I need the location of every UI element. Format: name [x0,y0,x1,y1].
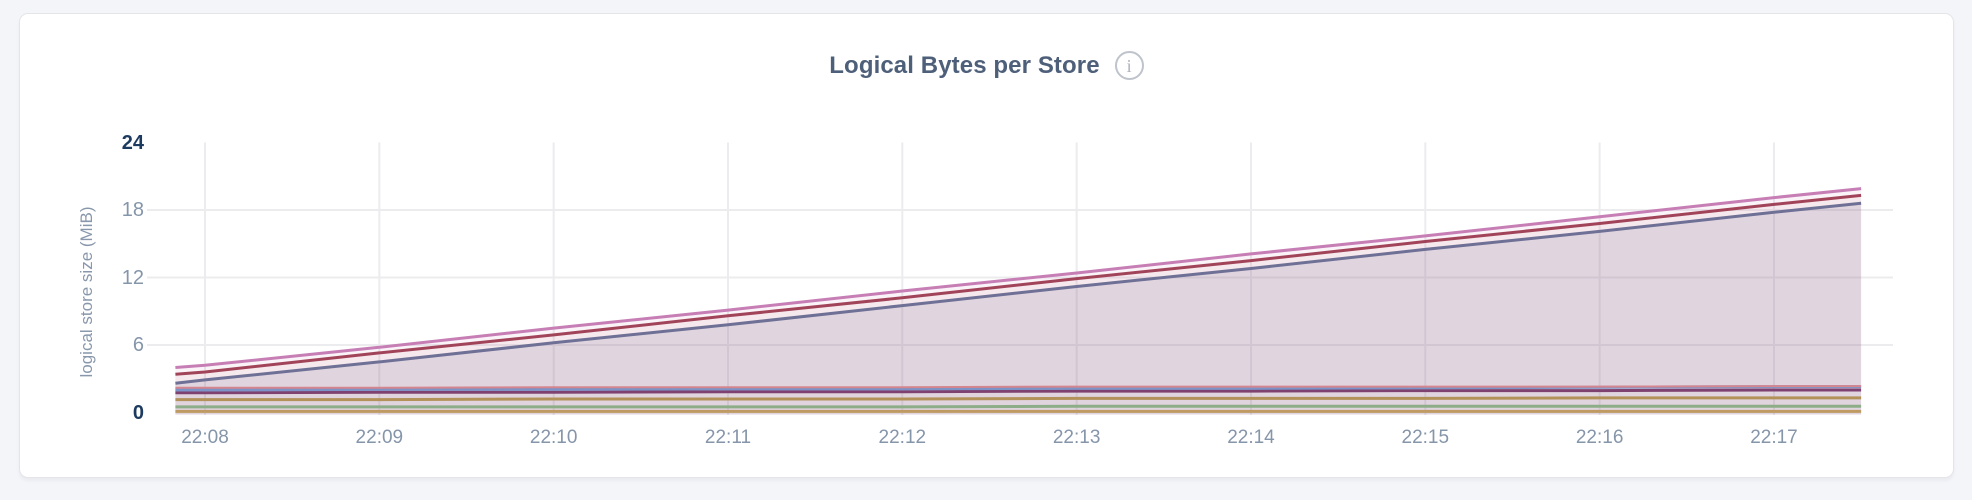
x-tick-label: 22:13 [1052,427,1101,448]
x-tick-label: 22:14 [1227,427,1275,448]
series-area-series-2 [175,195,1862,415]
x-tick-label: 22:11 [704,427,752,448]
x-tick-label: 22:10 [529,427,578,448]
x-tick-label: 22:17 [1750,427,1798,448]
info-icon[interactable]: i [1114,51,1144,80]
x-tick-label: 22:15 [1401,427,1450,448]
series-line-series-2 [175,193,1862,376]
series-line-series-6 [175,388,1862,395]
y-tick-label: 24 [121,131,144,154]
series-line-series-7 [175,396,1862,402]
y-tick-label: 0 [132,401,144,424]
series-line-series-4 [175,385,1862,389]
y-tick-label: 6 [132,334,144,356]
series-line-series-3 [175,201,1862,385]
x-tick-label: 22:16 [1575,427,1624,448]
series-area-series-3 [175,203,1862,415]
chart-header: Logical Bytes per Store i [20,51,1953,80]
series-line-series-8 [175,404,1862,409]
y-tick-label: 18 [121,199,144,221]
chart-title: Logical Bytes per Store [829,51,1100,79]
series-area-series-1 [175,188,1862,415]
x-tick-label: 22:08 [181,427,229,448]
series-line-series-1 [175,187,1862,369]
y-tick-label: 12 [121,266,144,289]
x-tick-label: 22:12 [878,427,927,448]
x-tick-label: 22:09 [355,427,404,448]
